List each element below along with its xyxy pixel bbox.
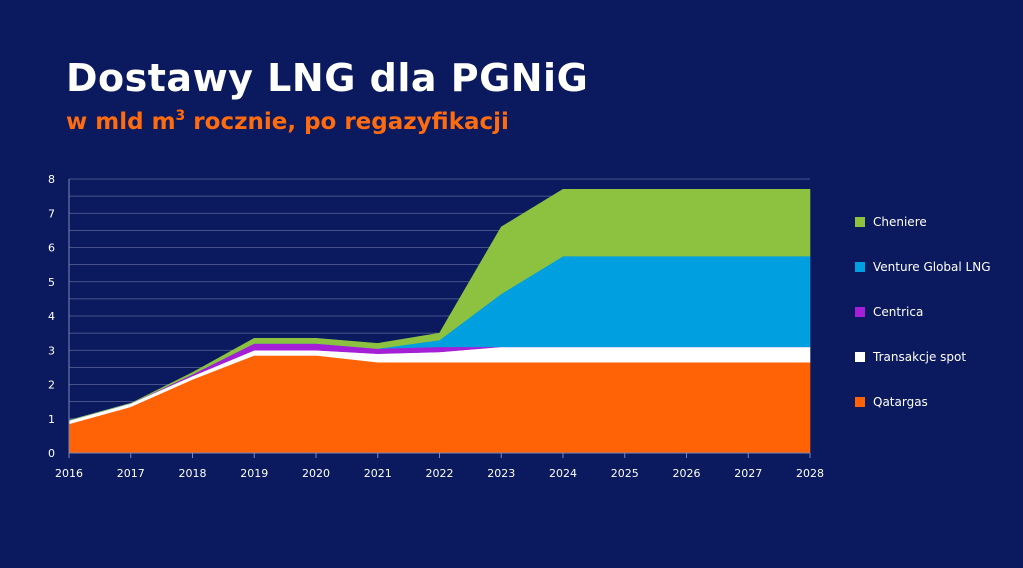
legend-swatch	[855, 307, 865, 317]
legend-item-qatargas: Qatargas	[855, 392, 1020, 412]
area-series	[68, 188, 811, 454]
y-tick-label: 0	[48, 447, 55, 460]
legend-swatch	[855, 262, 865, 272]
axes	[68, 179, 811, 458]
x-tick-label: 2024	[549, 467, 577, 480]
subtitle-unit-suffix: rocznie, po regazyfikacji	[185, 109, 509, 135]
y-tick-label: 5	[48, 276, 55, 289]
legend-label: Centrica	[873, 305, 924, 319]
chart-title: Dostawy LNG dla PGNiG	[66, 56, 589, 100]
y-tick-labels: 0 1 2 3 4 5 6 7 8	[48, 173, 55, 460]
y-tick-label: 2	[48, 379, 55, 392]
x-tick-label: 2028	[796, 467, 824, 480]
legend-swatch	[855, 352, 865, 362]
x-tick-label: 2026	[673, 467, 701, 480]
legend-swatch	[855, 217, 865, 227]
x-tick-label: 2020	[302, 467, 330, 480]
x-tick-label: 2023	[487, 467, 515, 480]
x-tick-label: 2021	[364, 467, 392, 480]
x-tick-label: 2016	[55, 467, 83, 480]
y-tick-label: 4	[48, 310, 55, 323]
y-tick-label: 6	[48, 242, 55, 255]
legend-item-centrica: Centrica	[855, 302, 1020, 322]
y-tick-label: 8	[48, 173, 55, 186]
area-cheniere	[68, 188, 811, 421]
area-qatargas	[68, 355, 811, 454]
x-tick-label: 2022	[426, 467, 454, 480]
chart-subtitle: w mld m3 rocznie, po regazyfikacji	[66, 108, 509, 135]
x-tick-label: 2025	[611, 467, 639, 480]
legend-item-cheniere: Cheniere	[855, 212, 1020, 232]
x-tick-label: 2018	[179, 467, 207, 480]
y-tick-label: 1	[48, 413, 55, 426]
y-tick-label: 7	[48, 207, 55, 220]
y-tick-label: 3	[48, 344, 55, 357]
legend-item-venture-global-lng: Venture Global LNG	[855, 257, 1020, 277]
legend-label: Cheniere	[873, 215, 927, 229]
x-tick-label: 2019	[240, 467, 268, 480]
x-tick-label: 2027	[734, 467, 762, 480]
x-tick-label: 2017	[117, 467, 145, 480]
legend-swatch	[855, 397, 865, 407]
subtitle-unit-prefix: w mld m	[66, 109, 176, 135]
x-tick-labels: 2016 2017 2018 2019 2020 2021 2022 2023 2024 2025…	[55, 467, 824, 480]
subtitle-unit-superscript: 3	[175, 108, 186, 124]
legend-label: Qatargas	[873, 395, 928, 409]
legend-label: Transakcje spot	[873, 350, 967, 364]
legend: Cheniere Venture Global LNG Centrica Transa…	[855, 212, 1020, 437]
legend-label: Venture Global LNG	[873, 260, 991, 274]
legend-item-transakcje-spot: Transakcje spot	[855, 347, 1020, 367]
